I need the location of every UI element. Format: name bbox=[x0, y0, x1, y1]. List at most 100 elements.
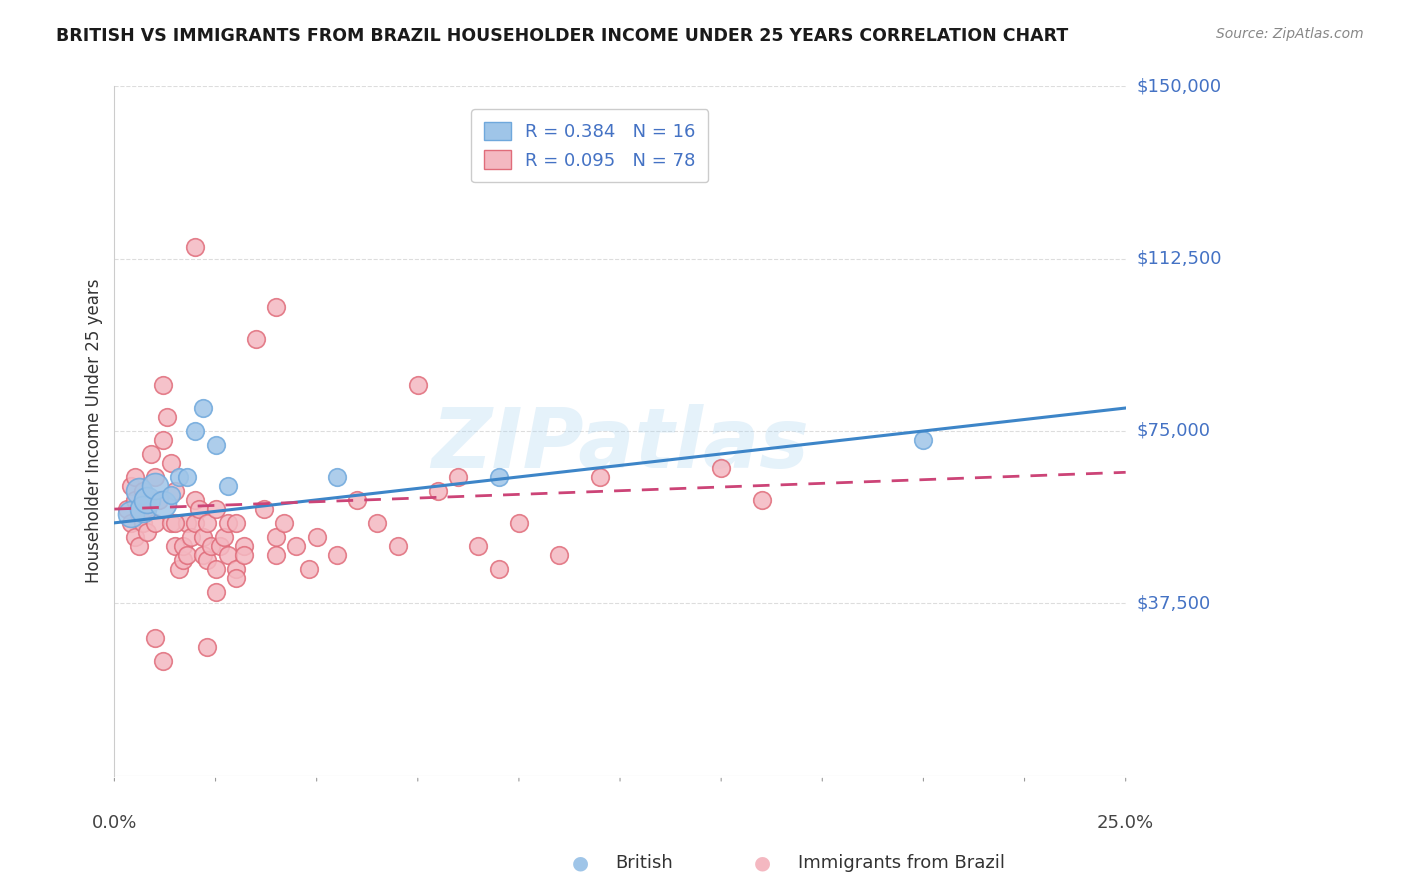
Point bbox=[197, 516, 219, 530]
Point bbox=[326, 548, 349, 562]
Point bbox=[366, 516, 388, 530]
Point bbox=[152, 378, 174, 392]
Point bbox=[188, 502, 211, 516]
Text: $112,500: $112,500 bbox=[1137, 250, 1222, 268]
Point bbox=[232, 548, 254, 562]
Point bbox=[264, 530, 287, 544]
Point bbox=[132, 516, 155, 530]
Point bbox=[124, 470, 146, 484]
Point bbox=[406, 378, 429, 392]
Point bbox=[204, 584, 226, 599]
Point bbox=[143, 631, 166, 645]
Point bbox=[165, 539, 187, 553]
Point bbox=[200, 539, 222, 553]
Point bbox=[172, 539, 194, 553]
Point bbox=[148, 492, 170, 507]
Point bbox=[160, 488, 183, 502]
Text: ●: ● bbox=[571, 854, 589, 872]
Point bbox=[152, 498, 174, 512]
Text: $37,500: $37,500 bbox=[1137, 594, 1211, 612]
Point bbox=[225, 571, 247, 585]
Point bbox=[197, 552, 219, 566]
Point bbox=[115, 502, 138, 516]
Point bbox=[172, 552, 194, 566]
Point bbox=[204, 438, 226, 452]
Point bbox=[212, 530, 235, 544]
Point bbox=[132, 502, 155, 516]
Point bbox=[135, 502, 157, 516]
Point bbox=[488, 470, 510, 484]
Point bbox=[346, 492, 368, 507]
Point bbox=[193, 401, 215, 415]
Point bbox=[128, 483, 150, 498]
Point bbox=[132, 483, 155, 498]
Text: 25.0%: 25.0% bbox=[1097, 814, 1154, 832]
Text: BRITISH VS IMMIGRANTS FROM BRAZIL HOUSEHOLDER INCOME UNDER 25 YEARS CORRELATION : BRITISH VS IMMIGRANTS FROM BRAZIL HOUSEH… bbox=[56, 27, 1069, 45]
Point bbox=[135, 492, 157, 507]
Point bbox=[184, 492, 207, 507]
Point bbox=[152, 654, 174, 668]
Text: ZIPatlas: ZIPatlas bbox=[432, 404, 808, 485]
Text: $150,000: $150,000 bbox=[1137, 78, 1222, 95]
Point bbox=[508, 516, 530, 530]
Point bbox=[176, 548, 198, 562]
Text: ●: ● bbox=[754, 854, 772, 872]
Point bbox=[152, 433, 174, 447]
Point bbox=[180, 530, 202, 544]
Point bbox=[128, 539, 150, 553]
Point bbox=[467, 539, 489, 553]
Point bbox=[245, 332, 267, 346]
Point bbox=[120, 479, 142, 493]
Point bbox=[176, 516, 198, 530]
Point bbox=[165, 483, 187, 498]
Legend: R = 0.384   N = 16, R = 0.095   N = 78: R = 0.384 N = 16, R = 0.095 N = 78 bbox=[471, 109, 709, 182]
Point bbox=[387, 539, 409, 553]
Point bbox=[548, 548, 571, 562]
Point bbox=[488, 562, 510, 576]
Text: 0.0%: 0.0% bbox=[91, 814, 138, 832]
Point bbox=[264, 548, 287, 562]
Text: British: British bbox=[614, 855, 673, 872]
Point bbox=[217, 479, 239, 493]
Point bbox=[217, 548, 239, 562]
Point bbox=[589, 470, 612, 484]
Point bbox=[184, 516, 207, 530]
Point bbox=[273, 516, 295, 530]
Point bbox=[751, 492, 773, 507]
Point bbox=[208, 539, 231, 553]
Point bbox=[167, 562, 190, 576]
Point bbox=[120, 516, 142, 530]
Point bbox=[204, 562, 226, 576]
Point bbox=[305, 530, 328, 544]
Point bbox=[193, 548, 215, 562]
Point bbox=[225, 562, 247, 576]
Point bbox=[167, 470, 190, 484]
Point bbox=[139, 447, 162, 461]
Point bbox=[143, 470, 166, 484]
Point bbox=[139, 492, 162, 507]
Point bbox=[427, 483, 450, 498]
Point bbox=[165, 516, 187, 530]
Point bbox=[253, 502, 276, 516]
Point bbox=[120, 507, 142, 521]
Point bbox=[160, 456, 183, 470]
Point bbox=[193, 530, 215, 544]
Point bbox=[143, 479, 166, 493]
Point bbox=[326, 470, 349, 484]
Point bbox=[217, 516, 239, 530]
Point bbox=[285, 539, 308, 553]
Point bbox=[128, 507, 150, 521]
Point bbox=[135, 524, 157, 539]
Point bbox=[176, 470, 198, 484]
Point bbox=[710, 460, 733, 475]
Point bbox=[197, 640, 219, 654]
Point bbox=[143, 516, 166, 530]
Point bbox=[184, 424, 207, 438]
Point bbox=[204, 502, 226, 516]
Point bbox=[447, 470, 470, 484]
Point bbox=[184, 240, 207, 254]
Point bbox=[225, 516, 247, 530]
Text: Immigrants from Brazil: Immigrants from Brazil bbox=[799, 855, 1005, 872]
Text: Source: ZipAtlas.com: Source: ZipAtlas.com bbox=[1216, 27, 1364, 41]
Point bbox=[156, 410, 179, 425]
